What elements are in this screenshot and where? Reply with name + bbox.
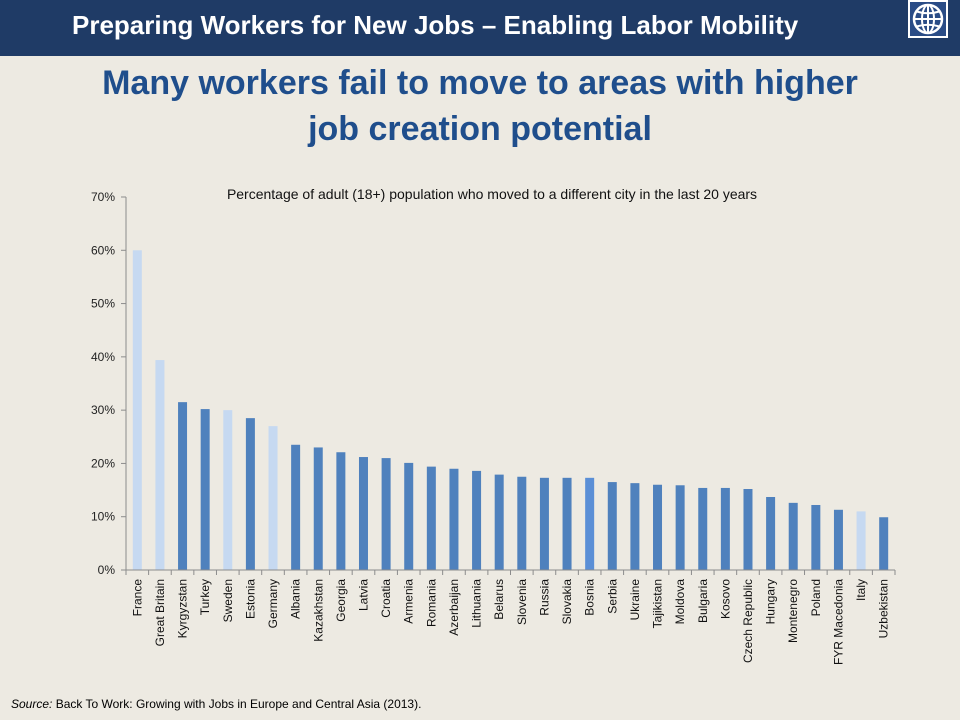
x-tick-label: Hungary [764, 579, 778, 624]
source-label: Source: [11, 697, 53, 711]
x-tick-label: Sweden [221, 579, 235, 622]
bar-slovenia [517, 476, 527, 570]
x-tick-label: Romania [424, 579, 438, 627]
bar-montenegro [788, 502, 798, 570]
bar-turkey [200, 409, 210, 570]
bar-russia [539, 477, 549, 570]
x-tick-label: Croatia [379, 579, 393, 618]
x-tick-label: Italy [854, 579, 868, 601]
x-tick-label: Bosnia [583, 579, 597, 616]
x-tick-label: FYR Macedonia [831, 579, 845, 665]
bar-romania [426, 466, 436, 570]
x-tick-label: Great Britain [153, 579, 167, 646]
bar-albania [291, 444, 301, 570]
bar-armenia [404, 462, 414, 570]
y-tick-label: 10% [91, 510, 115, 524]
bar-bosnia [585, 477, 595, 570]
bar-tajikistan [653, 484, 663, 570]
bar-moldova [675, 485, 685, 570]
bar-serbia [607, 482, 617, 570]
y-tick-label: 0% [98, 563, 116, 577]
x-tick-label: Turkey [198, 579, 212, 615]
x-tick-label: Belarus [492, 579, 506, 620]
x-tick-label: Albania [289, 579, 303, 619]
x-tick-label: France [130, 579, 144, 617]
x-tick-label: Kosovo [718, 579, 732, 619]
bar-uzbekistan [879, 517, 889, 570]
bar-italy [856, 511, 866, 570]
source-text: Back To Work: Growing with Jobs in Europ… [55, 697, 422, 711]
x-tick-label: Slovakia [560, 579, 574, 625]
x-tick-label: Lithuania [470, 579, 484, 628]
y-axis: 0% 10% 20% 30% 40% 50% 60% 70% [91, 190, 127, 577]
bar-kosovo [720, 487, 730, 570]
slide-headline: Many workers fail to move to areas with … [40, 60, 920, 152]
y-tick-label: 30% [91, 403, 115, 417]
bar-france [132, 250, 142, 571]
y-tick-label: 50% [91, 297, 115, 311]
bar-latvia [358, 457, 368, 570]
x-tick-label: Moldova [673, 579, 687, 625]
x-tick-label: Ukraine [628, 579, 642, 621]
x-tick-label: Tajikistan [651, 579, 665, 628]
x-axis: France Great Britain Kyrgyzstan Turkey Swede… [125, 569, 896, 665]
bar-lithuania [472, 470, 482, 570]
x-tick-label: Azerbaijan [447, 579, 461, 636]
x-tick-label: Slovenia [515, 579, 529, 625]
bar-estonia [245, 418, 255, 570]
bar-kazakhstan [313, 447, 323, 570]
x-tick-label: Latvia [356, 579, 370, 611]
bar-hungary [766, 496, 776, 570]
bar-germany [268, 426, 278, 570]
bar-slovakia [562, 477, 572, 570]
chart-title: Percentage of adult (18+) population who… [227, 186, 757, 202]
bar-bulgaria [698, 487, 708, 570]
bar-azerbaijan [449, 468, 459, 570]
globe-icon [908, 0, 948, 38]
title-banner: Preparing Workers for New Jobs – Enablin… [0, 0, 960, 56]
x-tick-label: Uzbekistan [877, 579, 891, 638]
bar-sweden [223, 410, 233, 570]
x-tick-label: Montenegro [786, 579, 800, 643]
x-tick-label: Kyrgyzstan [176, 579, 190, 638]
source-note: Source: Back To Work: Growing with Jobs … [11, 697, 421, 711]
x-tick-label: Serbia [605, 579, 619, 614]
y-tick-label: 40% [91, 350, 115, 364]
bar-czech-republic [743, 489, 753, 570]
bar-kyrgyzstan [178, 402, 188, 570]
x-tick-label: Estonia [243, 579, 257, 619]
y-tick-label: 20% [91, 456, 115, 470]
bar-croatia [381, 458, 391, 570]
x-tick-label: Georgia [334, 579, 348, 622]
bars [132, 250, 889, 571]
bar-great-britain [155, 360, 165, 570]
x-tick-label: Armenia [402, 579, 416, 624]
x-tick-label: Kazakhstan [311, 579, 325, 642]
bar-fyr-macedonia [833, 509, 843, 570]
y-tick-label: 70% [91, 190, 115, 204]
bar-georgia [336, 452, 346, 570]
headline-line-1: Many workers fail to move to areas with … [102, 64, 858, 102]
x-tick-label: Russia [537, 579, 551, 616]
bar-ukraine [630, 483, 640, 570]
headline-line-2: job creation potential [308, 110, 652, 148]
x-tick-label: Germany [266, 579, 280, 628]
x-tick-label: Poland [809, 579, 823, 616]
x-tick-label: Bulgaria [696, 579, 710, 623]
banner-title: Preparing Workers for New Jobs – Enablin… [72, 10, 799, 40]
bar-poland [811, 504, 821, 570]
y-tick-label: 60% [91, 243, 115, 257]
x-tick-label: Czech Republic [741, 579, 755, 663]
bar-belarus [494, 474, 504, 570]
